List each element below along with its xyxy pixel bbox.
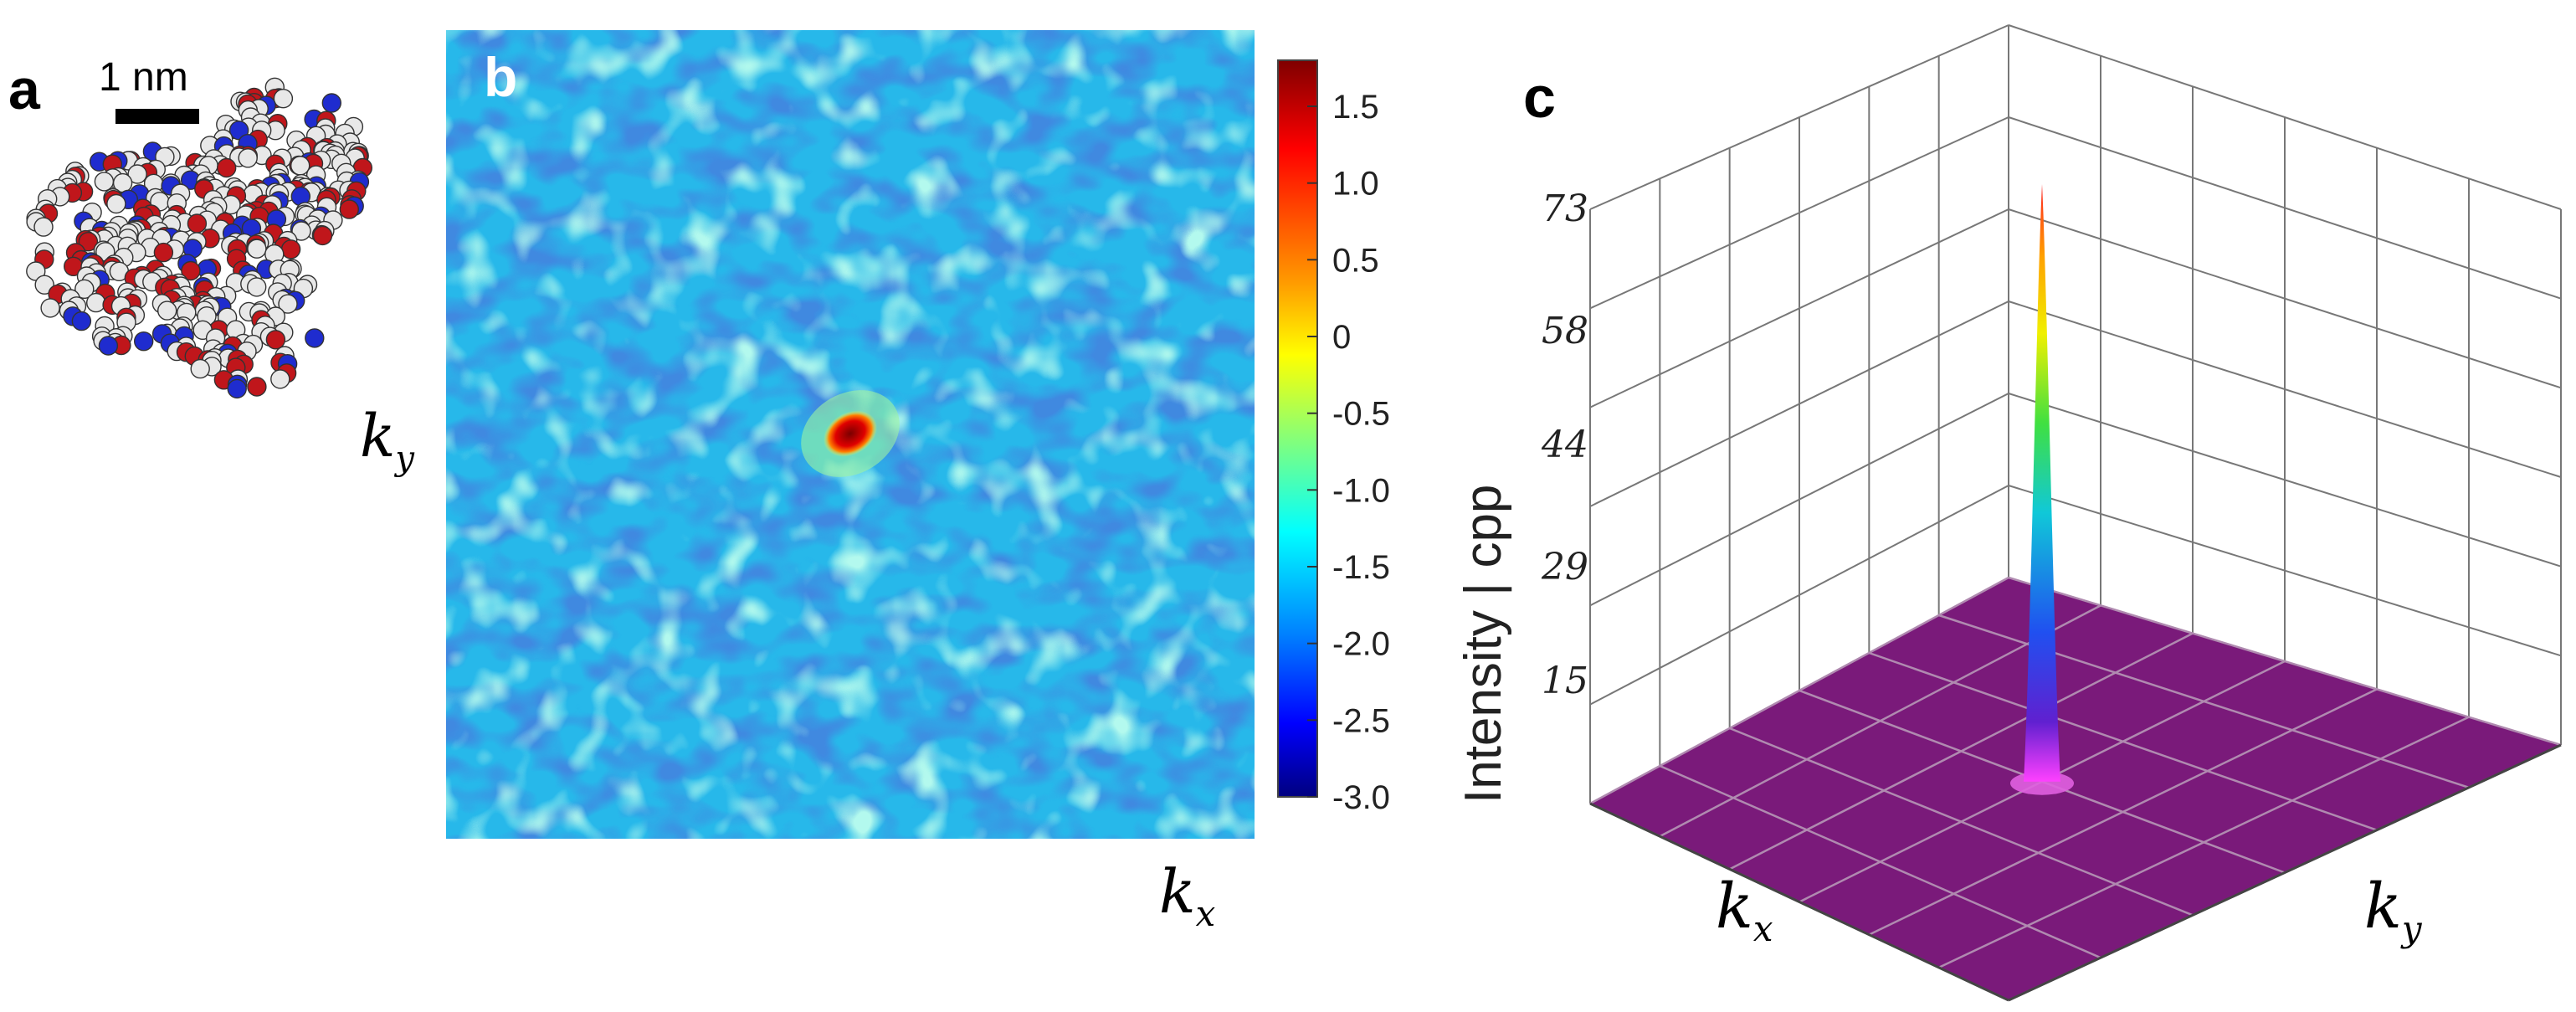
central-peak: [801, 390, 900, 477]
panel-b: b 1.5 1.0 0.5 0 -0.5 -1.0 -1.5 -2.0 -2.5 -3.0 kx: [446, 30, 1390, 934]
atom: [153, 242, 174, 263]
panel-a: a 1 nm ky: [8, 55, 415, 478]
atom: [85, 292, 106, 313]
z-tick-label: 29: [1541, 546, 1588, 588]
atom: [321, 93, 341, 113]
atom: [305, 328, 325, 348]
atom: [227, 378, 247, 399]
colorbar: [1277, 59, 1318, 798]
atom: [127, 164, 147, 184]
colorbar-tick-label: -3.0: [1332, 779, 1390, 816]
back-right-wall-grid-line: [2008, 393, 2562, 568]
colorbar-tick-label: -1.5: [1332, 549, 1390, 586]
surface-plot-box: [1589, 24, 2562, 1002]
atom: [71, 311, 92, 331]
atom: [291, 221, 311, 241]
atom: [187, 213, 208, 234]
colorbar-tick-label: -0.5: [1332, 396, 1390, 433]
atom: [33, 217, 54, 237]
atom: [247, 377, 267, 397]
intensity-peak: [2024, 184, 2060, 782]
z-tick-label: 15: [1542, 660, 1588, 702]
colorbar-ticks: 1.5 1.0 0.5 0 -0.5 -1.0 -1.5 -2.0 -2.5 -3.0: [1307, 89, 1390, 816]
atom: [40, 298, 60, 318]
atom: [190, 358, 210, 379]
atom: [280, 239, 301, 259]
central-peak-core: [824, 410, 877, 457]
z-tick-label: 44: [1541, 424, 1588, 466]
atom: [238, 148, 258, 168]
floor-grid-line: [2008, 576, 2562, 747]
heatmap: [446, 30, 1255, 839]
atom: [278, 294, 298, 314]
atom: [312, 225, 333, 246]
panel-c-kx-label: kx: [1716, 871, 1773, 949]
panel-c-ky-label: ky: [2364, 871, 2423, 949]
colorbar-tick-label: 0.5: [1332, 242, 1379, 279]
scale-bar-label: 1 nm: [99, 55, 188, 100]
surface-floor: [1590, 578, 2561, 1000]
atom: [181, 260, 201, 281]
back-right-wall-grid-line: [2008, 116, 2562, 300]
back-right-wall-grid-line: [2008, 24, 2562, 210]
atom: [133, 331, 154, 352]
atom: [106, 193, 126, 214]
molecule-structure: [26, 77, 372, 399]
back-right-wall-grid-line: [2008, 485, 2562, 657]
colorbar-tick-label: -2.5: [1332, 702, 1390, 739]
atom: [339, 199, 359, 219]
panel-c: c 73 58 44 29 15 Intensity | cpp kx ky: [1455, 24, 2562, 1002]
colorbar-tick-label: 1.5: [1332, 89, 1379, 126]
colorbar-tick-label: -1.0: [1332, 472, 1390, 509]
panel-b-label: b: [484, 46, 517, 108]
atom: [273, 88, 294, 109]
z-axis-ticks: 73 58 44 29 15: [1541, 188, 1588, 702]
panel-a-label: a: [8, 58, 41, 121]
atom: [270, 369, 290, 389]
colorbar-tick-label: -2.0: [1332, 626, 1390, 663]
atom: [265, 330, 286, 350]
atom: [78, 232, 99, 252]
panel-c-label: c: [1523, 64, 1556, 130]
back-left-wall-grid-line: [1589, 301, 2009, 507]
atom: [34, 275, 54, 295]
atom: [94, 172, 115, 192]
back-left-wall-grid-line: [1589, 485, 2009, 706]
scale-bar: [115, 109, 199, 124]
panel-b-kx-label: kx: [1159, 856, 1216, 934]
atom: [74, 279, 95, 299]
panel-a-ky-label: ky: [360, 402, 415, 478]
atom: [157, 301, 177, 321]
box-edge: [2008, 743, 2562, 1002]
back-left-wall-grid-line: [1589, 24, 2009, 210]
atom: [98, 336, 119, 356]
back-left-wall-grid-line: [1589, 208, 2009, 408]
floor-grid-line: [1938, 716, 2470, 968]
z-tick-label: 58: [1542, 310, 1588, 352]
atom: [247, 239, 267, 259]
back-right-wall-grid-line: [2008, 208, 2562, 389]
atom: [247, 277, 267, 297]
atom: [217, 157, 237, 178]
colorbar-tick-label: 0: [1332, 319, 1351, 356]
colorbar-tick-label: 1.0: [1332, 166, 1379, 203]
z-axis-label: Intensity | cpp: [1455, 485, 1512, 804]
box-edge: [1589, 802, 2009, 1002]
z-tick-label: 73: [1542, 188, 1588, 230]
back-left-wall-grid-line: [1589, 116, 2009, 310]
back-left-wall-grid-line: [1589, 393, 2009, 607]
back-right-wall-grid-line: [2008, 301, 2562, 478]
atom: [290, 156, 310, 176]
